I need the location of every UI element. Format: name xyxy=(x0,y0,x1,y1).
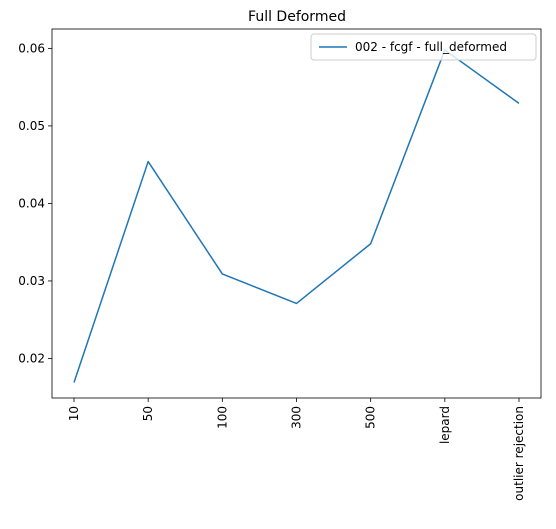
x-tick-label: 50 xyxy=(141,406,155,421)
x-tick-label: 10 xyxy=(67,406,81,421)
y-tick-label: 0.05 xyxy=(18,119,45,133)
y-tick-label: 0.04 xyxy=(18,196,45,210)
y-tick-label: 0.02 xyxy=(18,351,45,365)
y-tick-label: 0.03 xyxy=(18,274,45,288)
legend: 002 - fcgf - full_deformed xyxy=(310,33,537,61)
x-tick-label: 500 xyxy=(364,406,378,429)
x-tick-label: outlier rejection xyxy=(512,406,526,501)
y-axis: 0.02 0.03 0.04 0.05 0.06 xyxy=(18,41,52,365)
x-tick-label: 300 xyxy=(290,406,304,429)
x-axis: 10 50 100 300 500 lepard outlier rejection xyxy=(67,398,526,501)
legend-label: 002 - fcgf - full_deformed xyxy=(355,40,507,54)
y-tick-label: 0.06 xyxy=(18,41,45,55)
legend-box xyxy=(310,33,537,61)
x-tick-label: lepard xyxy=(438,406,452,444)
chart-title: Full Deformed xyxy=(248,9,346,25)
x-tick-label: 100 xyxy=(215,406,229,429)
